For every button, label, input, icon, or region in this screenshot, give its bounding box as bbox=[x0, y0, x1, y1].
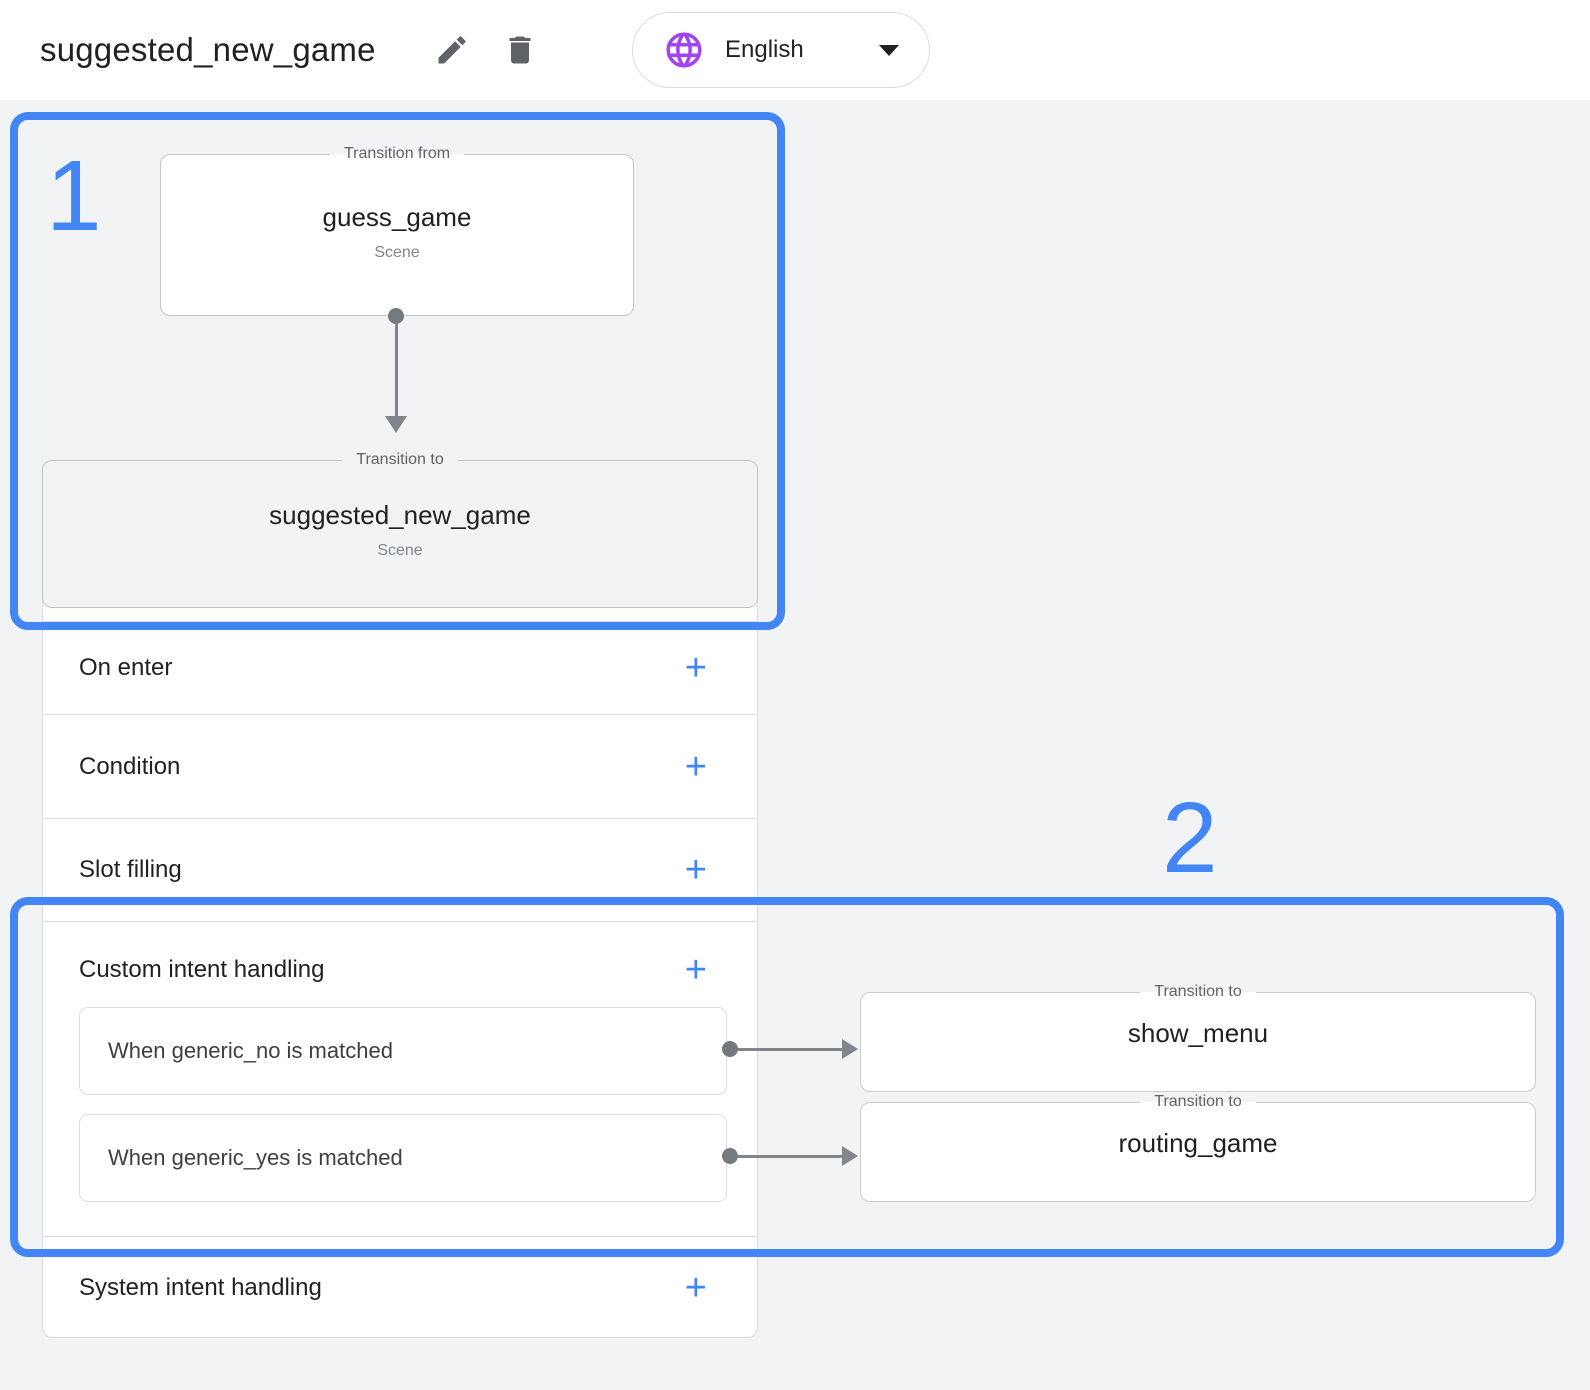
add-system-intent-button[interactable]: + bbox=[679, 1269, 713, 1307]
connector-line bbox=[395, 316, 398, 418]
row-label-custom-intent: Custom intent handling bbox=[79, 955, 325, 983]
connector-dot bbox=[722, 1041, 738, 1057]
row-label-on-enter: On enter bbox=[79, 654, 173, 681]
transition-target-show-menu[interactable]: Transition to show_menu bbox=[860, 982, 1536, 1092]
language-label: English bbox=[725, 36, 804, 63]
row-label-slot-filling: Slot filling bbox=[79, 856, 182, 883]
connector-line bbox=[738, 1155, 844, 1158]
add-slot-filling-button[interactable]: + bbox=[679, 851, 713, 889]
intent-handler-generic-no[interactable]: When generic_no is matched bbox=[79, 1007, 727, 1095]
arrow-right-icon bbox=[842, 1146, 858, 1166]
target-scene-name: routing_game bbox=[1118, 1128, 1278, 1158]
connector-dot bbox=[722, 1148, 738, 1164]
header: suggested_new_game English bbox=[0, 0, 1590, 100]
row-label-system-intent: System intent handling bbox=[79, 1273, 322, 1301]
chevron-down-icon bbox=[879, 44, 899, 56]
current-scene-name: suggested_new_game bbox=[269, 500, 531, 530]
delete-scene-button[interactable] bbox=[494, 24, 546, 76]
annotation-number-2: 2 bbox=[1162, 782, 1218, 894]
row-label-condition: Condition bbox=[79, 752, 181, 780]
transition-target-legend: Transition to bbox=[1154, 1093, 1242, 1110]
transition-to-current-scene-box: Transition to suggested_new_game Scene bbox=[42, 450, 758, 608]
row-condition: Condition + bbox=[43, 714, 757, 818]
edit-scene-button[interactable] bbox=[426, 24, 478, 76]
row-slot-filling: Slot filling + bbox=[43, 818, 757, 921]
globe-icon bbox=[666, 32, 702, 68]
transition-from-box[interactable]: Transition from guess_game Scene bbox=[160, 144, 634, 316]
intent-handler-label: When generic_no is matched bbox=[108, 1038, 393, 1063]
language-selector[interactable]: English bbox=[632, 12, 930, 88]
trash-icon bbox=[509, 36, 531, 64]
annotation-number-1: 1 bbox=[46, 140, 102, 252]
arrow-right-icon bbox=[842, 1039, 858, 1059]
intent-handler-label: When generic_yes is matched bbox=[108, 1145, 403, 1170]
row-custom-intent-handling: Custom intent handling + When generic_no… bbox=[43, 921, 757, 1236]
row-on-enter: On enter + bbox=[43, 621, 757, 714]
pencil-icon bbox=[438, 36, 466, 64]
target-scene-name: show_menu bbox=[1127, 1018, 1269, 1048]
add-custom-intent-button[interactable]: + bbox=[679, 951, 713, 989]
custom-intent-header: Custom intent handling + bbox=[43, 922, 757, 1017]
transition-target-legend: Transition to bbox=[1154, 983, 1242, 1000]
row-system-intent-handling: System intent handling + bbox=[43, 1236, 757, 1338]
add-on-enter-button[interactable]: + bbox=[679, 649, 713, 687]
intent-handler-generic-yes[interactable]: When generic_yes is matched bbox=[79, 1114, 727, 1202]
transition-from-scene-name: guess_game bbox=[322, 202, 472, 232]
page-title: suggested_new_game bbox=[40, 31, 376, 68]
arrow-down-icon bbox=[385, 416, 407, 433]
connector-line bbox=[738, 1048, 844, 1051]
transition-from-scene-type: Scene bbox=[374, 244, 420, 261]
transition-from-legend: Transition from bbox=[343, 145, 451, 162]
current-scene-type: Scene bbox=[377, 542, 423, 559]
connector-dot bbox=[388, 308, 404, 324]
transition-target-routing-game[interactable]: Transition to routing_game bbox=[860, 1092, 1536, 1202]
transition-to-legend: Transition to bbox=[356, 451, 444, 468]
add-condition-button[interactable]: + bbox=[679, 748, 713, 786]
